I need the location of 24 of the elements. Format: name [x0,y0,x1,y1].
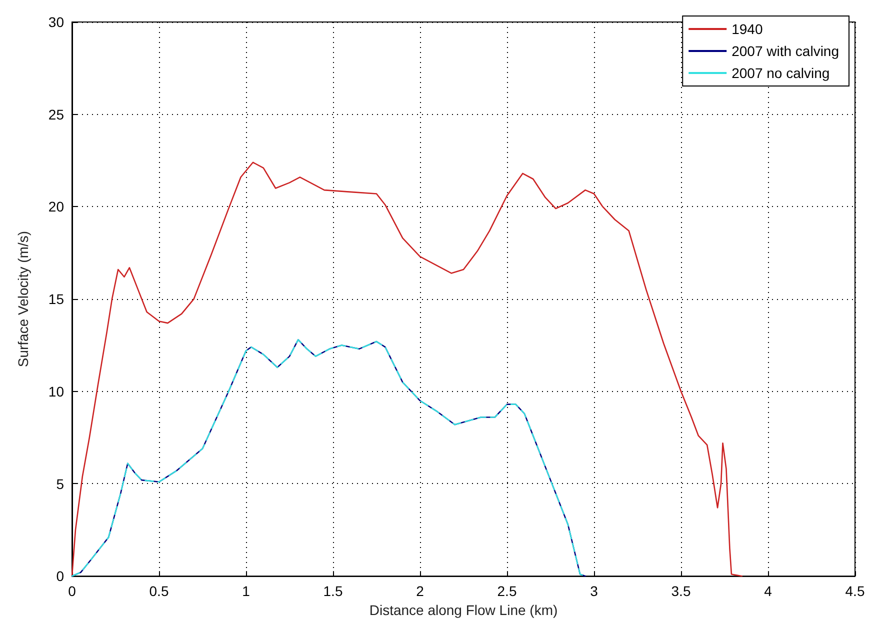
x-tick-label: 0.5 [149,583,169,600]
x-tick-label: 3.5 [671,583,691,600]
line-series [71,162,743,577]
x-tick-label: 4 [764,583,772,600]
y-tick-label: 5 [56,476,64,492]
y-tick-label: 10 [48,383,64,400]
legend-label: 1940 [732,21,763,37]
x-tick-label: 1 [242,583,250,600]
y-tick-label: 0 [56,568,64,584]
x-tick-label: 2.5 [497,583,517,600]
x-tick-label: 4.5 [845,583,865,600]
x-tick-label: 3 [590,583,598,600]
x-tick-label: 0 [68,583,76,600]
legend-label: 2007 no calving [732,65,830,81]
y-tick-label: 25 [48,106,64,122]
legend-label: 2007 with calving [732,43,840,59]
y-axis-title: Surface Velocity (m/s) [15,230,31,368]
x-axis-title: Distance along Flow Line (km) [369,602,558,618]
y-tick-label: 15 [48,291,64,308]
line-series [71,339,586,577]
y-tick-label: 20 [48,198,64,215]
x-tick-label: 1.5 [323,583,343,600]
x-tick-label: 2 [416,583,424,600]
y-tick-label: 30 [48,14,64,30]
